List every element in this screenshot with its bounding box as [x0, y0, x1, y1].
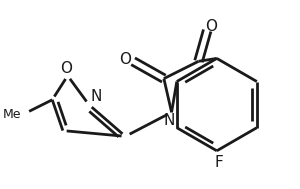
- Text: Me: Me: [3, 108, 21, 121]
- Text: F: F: [214, 155, 223, 170]
- Text: O: O: [119, 52, 131, 67]
- Text: N: N: [164, 112, 175, 128]
- Text: N: N: [91, 89, 102, 104]
- Text: O: O: [60, 60, 72, 76]
- Text: O: O: [205, 19, 217, 34]
